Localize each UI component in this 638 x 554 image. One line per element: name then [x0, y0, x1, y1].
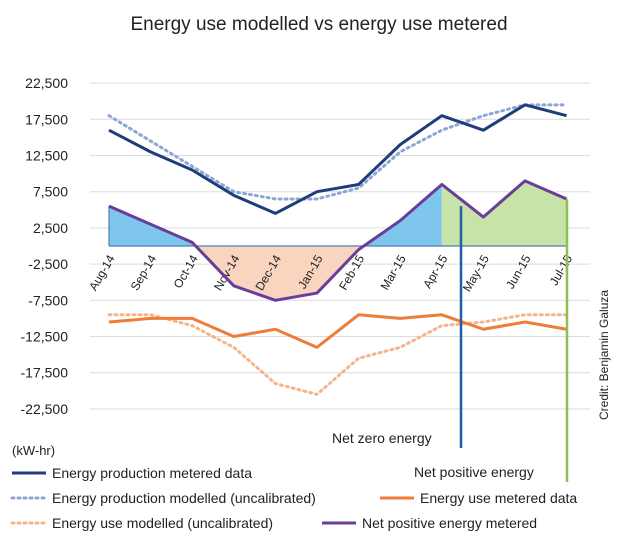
y-axis-label: (kW-hr)	[12, 443, 55, 458]
annotation-label: Net positive energy	[414, 464, 534, 480]
area-fill	[363, 184, 442, 246]
y-tick-label: -2,500	[28, 256, 68, 272]
chart-title: Energy use modelled vs energy use metere…	[130, 14, 507, 35]
series-line	[108, 313, 567, 349]
x-tick-label: Jun-15	[503, 252, 534, 291]
annotations: Net zero energy Net positive energy	[332, 430, 534, 480]
x-tick-label: Aug-14	[86, 252, 118, 293]
y-tick-label: 2,500	[33, 220, 68, 236]
legend-label: Energy use metered data	[420, 490, 577, 506]
legend-label: Energy production metered data	[52, 465, 252, 481]
y-tick-label: 7,500	[33, 184, 68, 200]
x-tick-label: Jul-15	[547, 252, 576, 288]
y-tick-label: -17,500	[21, 365, 69, 381]
legend-label: Energy production modelled (uncalibrated…	[52, 490, 316, 506]
series-line	[107, 313, 569, 396]
y-tick-label: -7,500	[28, 292, 68, 308]
y-tick-label: 17,500	[25, 111, 68, 127]
x-tick-label: May-15	[460, 252, 492, 294]
area-fill	[441, 180, 567, 246]
annotation-label: Net zero energy	[332, 430, 432, 446]
y-tick-label: 22,500	[25, 75, 68, 91]
y-tick-label: -22,500	[21, 401, 69, 417]
legend: Energy production metered data Energy pro…	[10, 465, 577, 531]
legend-label: Net positive energy metered	[362, 515, 537, 531]
credit-text: Credit: Benjamin Galuza	[597, 289, 611, 420]
series-lines	[107, 103, 569, 396]
series-line	[107, 103, 569, 201]
x-tick-label: Sep-14	[128, 252, 160, 293]
x-tick-label: Apr-15	[420, 252, 450, 290]
annotation-lines	[459, 198, 569, 482]
series-line	[108, 179, 568, 302]
series-line	[108, 103, 567, 215]
y-tick-label: 12,500	[25, 148, 68, 164]
legend-label: Energy use modelled (uncalibrated)	[52, 515, 273, 531]
x-tick-label: Oct-14	[171, 252, 201, 290]
y-axis-labels: 22,500 17,500 12,500 7,500 2,500 -2,500 -7,500…	[21, 75, 69, 417]
x-tick-label: Mar-15	[378, 252, 409, 292]
y-tick-label: -12,500	[21, 329, 69, 345]
